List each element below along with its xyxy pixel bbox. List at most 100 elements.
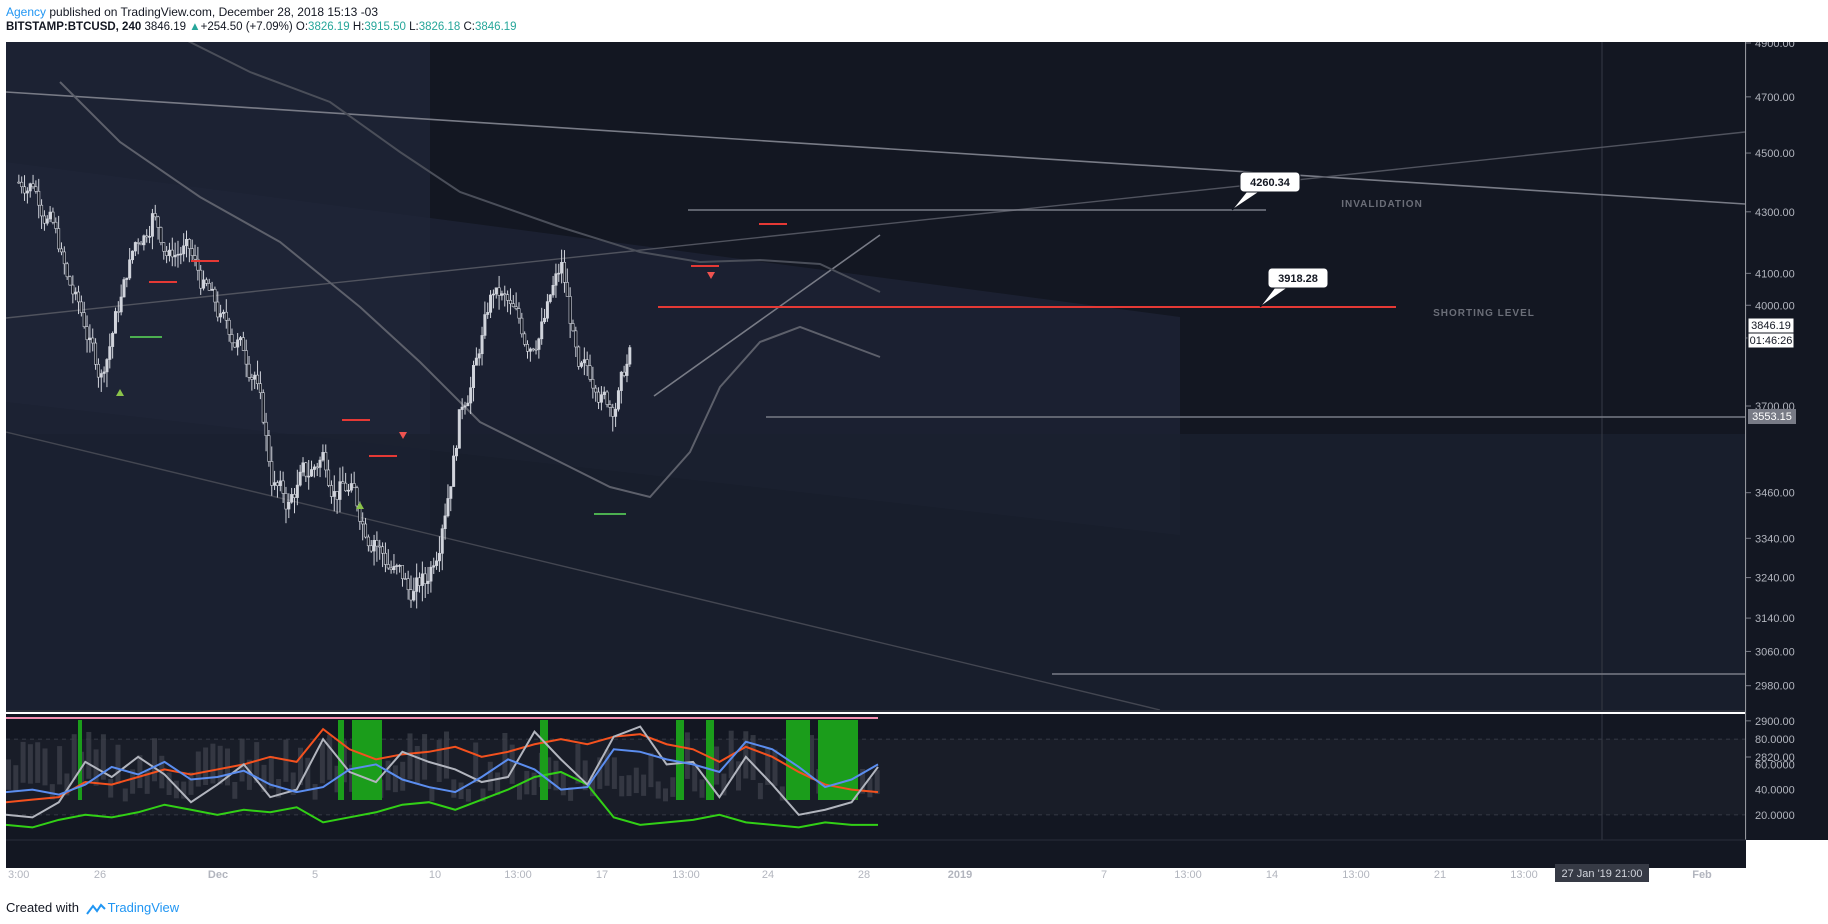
price-scale[interactable] [1746, 42, 1828, 840]
candle-body [51, 211, 55, 223]
time-tick-label: 2019 [948, 869, 972, 881]
time-tick-label: 5 [312, 869, 318, 881]
oscillator-histogram-bar [553, 760, 559, 791]
candle-body [79, 301, 83, 313]
oscillator-histogram-bar [860, 768, 866, 794]
candle-body [71, 284, 75, 295]
candle-body [150, 213, 154, 237]
candle-body [366, 536, 370, 547]
time-tick-label: 7 [1101, 869, 1107, 881]
oscillator-histogram-bar [531, 772, 537, 796]
price-tick-label: 4700.00 [1755, 92, 1795, 104]
candle-body [341, 481, 345, 484]
candle-body [383, 552, 387, 565]
low-label: L: [409, 21, 419, 33]
time-tick-label: 17 [596, 869, 608, 881]
candle-body [372, 540, 376, 552]
oscillator-histogram-bar [108, 778, 114, 798]
candle-body [577, 346, 581, 367]
candle-body [57, 228, 61, 250]
candle-body [45, 218, 49, 224]
oscillator-histogram-bar [341, 740, 347, 783]
oscillator-histogram-bar [465, 789, 471, 802]
symbol-name[interactable]: BITSTAMP:BTCUSD, 240 [6, 21, 142, 33]
oscillator-histogram-bar [312, 784, 318, 800]
time-tick-label: 3:00 [8, 869, 29, 881]
author-link[interactable]: Agency [6, 5, 47, 19]
candle-body [392, 566, 396, 571]
crosshair-time-box [1555, 864, 1649, 882]
crosshair-time-label: 27 Jan '19 21:00 [1561, 868, 1642, 880]
candle-body [469, 387, 473, 404]
time-tick-label: 24 [762, 869, 774, 881]
candle-body [136, 242, 140, 244]
candle-body [474, 357, 478, 366]
candle-body [364, 523, 368, 538]
candle-body [406, 578, 410, 590]
price-tick-label: 4100.00 [1755, 268, 1795, 280]
oscillator-histogram-bar [203, 747, 209, 785]
channel-bottom-line [6, 431, 1161, 710]
oscillator-histogram-bar [750, 735, 756, 781]
price-tick-label: 4300.00 [1755, 207, 1795, 219]
candle-body [540, 321, 544, 340]
oscillator-histogram-bar [334, 765, 340, 793]
chart-canvas[interactable]: 4900.00 4700.00 4500.00 4300.00 4100.00 4000.… [0, 42, 1828, 888]
rising-wedge-line [653, 234, 881, 397]
candle-body [221, 311, 225, 314]
shorting-callout-pointer [1259, 285, 1291, 308]
candle-body [506, 294, 510, 301]
candle-body [446, 498, 450, 517]
candle-body [426, 580, 430, 584]
candle-body [335, 491, 339, 500]
candle-body [346, 489, 350, 492]
candle-body [557, 272, 561, 275]
oscillator-histogram-bar [568, 787, 574, 801]
candle-body [415, 577, 419, 592]
oscillator-histogram-bar [684, 732, 690, 779]
oscillator-histogram-bar [414, 745, 420, 785]
oscillator-histogram-bar [714, 746, 720, 785]
candle-body [153, 213, 157, 218]
symbol-legend: BITSTAMP:BTCUSD, 240 3846.19 ▲+254.50 (+… [6, 21, 517, 33]
candle-body [256, 374, 260, 384]
oscillator-histogram-bar [444, 731, 449, 779]
oscillator-histogram-bar [458, 782, 464, 800]
candle-body [91, 337, 95, 344]
oscillator-histogram-bar [305, 757, 311, 790]
candle-body [386, 564, 390, 569]
candle-body [133, 242, 137, 252]
tradingview-logo-icon [85, 902, 106, 915]
candle-body [292, 494, 296, 498]
overbought-bar [706, 720, 714, 800]
tradingview-link[interactable]: TradingView [107, 900, 180, 915]
oscillator-histogram-bar [210, 743, 216, 784]
candle-body [420, 573, 424, 586]
candle-body [219, 313, 223, 318]
candle-body [514, 306, 518, 309]
oscillator-histogram-bar [524, 770, 530, 795]
candle-body [176, 253, 180, 256]
candle-body [156, 216, 160, 228]
candle-body [315, 466, 319, 469]
descending-resistance-line [6, 91, 1745, 205]
oscillator-histogram-bar [166, 772, 172, 795]
candle-body [375, 540, 379, 547]
candle-body [449, 486, 453, 499]
candle-body [261, 392, 265, 423]
close-value: 3846.19 [474, 21, 517, 33]
oscillator-histogram-bar [480, 788, 486, 802]
price-tick-label: 3240.00 [1755, 573, 1795, 585]
candle-body [307, 475, 311, 478]
time-tick-label: 10 [429, 869, 441, 881]
price-tick-label: 3140.00 [1755, 613, 1795, 625]
candle-body [62, 251, 66, 265]
time-tick-label: Dec [208, 869, 228, 881]
candle-body [247, 363, 251, 378]
oscillator-histogram-bar [517, 784, 522, 800]
time-scale[interactable] [6, 840, 1746, 868]
candle-body [582, 359, 586, 364]
oscillator-histogram-bar [422, 734, 428, 780]
oscillator-histogram-bar [57, 746, 63, 785]
oscillator-histogram-bar [619, 775, 625, 797]
